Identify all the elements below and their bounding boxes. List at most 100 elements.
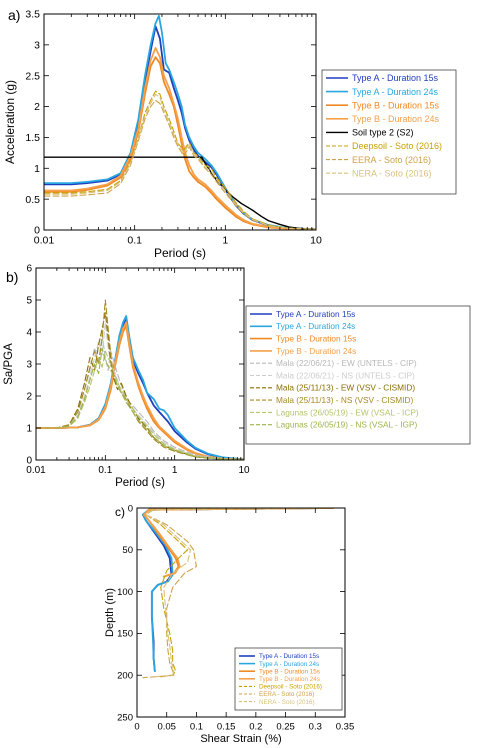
- y-tick-label: 150: [117, 629, 133, 640]
- legend-entry: Mala (25/11/13) - EW (VSV - CISMID): [276, 383, 415, 393]
- panel-label: a): [8, 7, 20, 23]
- x-tick-label: 10: [238, 465, 250, 476]
- y-tick-label: 250: [117, 712, 133, 723]
- x-tick-label: 10: [310, 235, 322, 247]
- series-line-7: [36, 299, 244, 460]
- legend-entry: Type B - Duration 24s: [352, 114, 440, 124]
- legend-box: [234, 647, 343, 711]
- y-tick-label: 2.5: [25, 70, 40, 82]
- x-tick-label: 1: [222, 235, 228, 247]
- x-tick-label: 0.01: [26, 465, 46, 476]
- y-tick-label: 0: [128, 503, 133, 514]
- panel-label: c): [115, 505, 125, 519]
- series-line-9: [36, 347, 244, 460]
- chart-panel-a: 0.01 0.1 1 10 0 0.5 1 1.5 2 2.5 3 3.5 Period (s) Acce…: [3, 7, 457, 260]
- y-tick-label: 1.5: [25, 132, 40, 144]
- series-line-4: [145, 508, 334, 678]
- legend-entry: NERA - Soto (2016): [259, 699, 315, 706]
- legend: Type A - Duration 15s Type A - Duration 2…: [245, 305, 471, 445]
- y-tick-label: 5: [26, 296, 32, 307]
- legend-entry: Type A - Duration 24s: [276, 321, 355, 331]
- series-line-6: [145, 508, 334, 678]
- series-line-6: [44, 99, 316, 230]
- series-group: [142, 508, 335, 679]
- y-tick-label: 2: [26, 392, 32, 403]
- legend-entry: Soil type 2 (S2): [352, 128, 414, 138]
- x-axis-label: Shear Strain (%): [200, 733, 281, 745]
- y-tick-label: 3: [26, 360, 32, 371]
- x-tick-label: 0.2: [249, 722, 262, 733]
- x-tick-label: 0.25: [276, 722, 295, 733]
- series-line-8: [36, 350, 244, 460]
- y-tick-label: 1: [26, 424, 32, 435]
- plot-frame: [136, 507, 346, 718]
- y-tick-label: 3: [34, 40, 40, 52]
- series-line-3: [36, 321, 244, 460]
- x-tick-label: 1: [172, 465, 178, 476]
- y-tick-label: 6: [26, 264, 32, 275]
- x-tick-label: 0.3: [309, 722, 322, 733]
- legend-entry: Type B - Duration 24s: [259, 676, 320, 683]
- chart-panel-c: 0 0.05 0.1 0.15 0.2 0.25 0.3 0.35 0 50 100 150 200 25…: [104, 503, 354, 745]
- series-line-7: [44, 93, 316, 230]
- legend-entry: Deepsoil - Soto (2016): [259, 684, 322, 691]
- legend-entry: Lagunas (26/05/19) - NS (VSAL - IGP): [276, 420, 418, 430]
- y-tick-label: 2: [34, 101, 40, 113]
- x-tick-label: 0.35: [336, 722, 355, 733]
- legend-entry: Mala (22/06/21) - NS (UNTELS - CIP): [276, 370, 415, 380]
- y-tick-label: 1: [34, 163, 40, 175]
- x-tick-label: 0.1: [190, 722, 203, 733]
- y-tick-label: 0: [34, 225, 40, 237]
- legend-entry: Type A - Duration 24s: [352, 87, 439, 97]
- x-tick-label: 0.1: [127, 235, 142, 247]
- legend-entry: Type A - Duration 15s: [276, 309, 355, 319]
- x-tick-label: 0.1: [98, 465, 112, 476]
- y-tick-label: 50: [122, 545, 133, 556]
- y-axis-label: Acceleration (g): [3, 80, 17, 164]
- legend-box: [245, 305, 471, 445]
- y-axis-label: Sa/PGA: [3, 343, 15, 385]
- y-tick-label: 0: [26, 456, 32, 467]
- legend-entry: Type A - Duration 15s: [259, 653, 319, 660]
- x-tick-label: 0.15: [217, 722, 236, 733]
- legend-entry: Lagunas (26/05/19) - EW (VSAL - ICP): [276, 407, 419, 417]
- series-line-1: [44, 14, 316, 230]
- legend-entry: Type B - Duration 15s: [259, 668, 320, 675]
- x-axis-label: Period (s): [154, 246, 206, 260]
- x-tick-label: 0.05: [157, 722, 176, 733]
- y-tick-label: 0.5: [25, 194, 40, 206]
- series-line-2: [44, 56, 316, 230]
- legend-entry: Mala (25/11/13) - NS (VSV - CISMID): [276, 395, 413, 405]
- legend-entry: EERA - Soto (2016): [259, 691, 314, 698]
- series-line-2: [36, 324, 244, 460]
- x-axis-label: Period (s): [115, 477, 165, 489]
- x-tick-label: 0.01: [34, 235, 55, 247]
- y-tick-label: 4: [26, 328, 32, 339]
- legend-entry: Type B - Duration 24s: [276, 346, 356, 356]
- x-tick-label: 0: [134, 722, 139, 733]
- legend-entry: Type A - Duration 24s: [259, 661, 319, 668]
- series-line-5: [44, 90, 316, 230]
- series-line-4: [36, 334, 244, 460]
- legend-entry: Mala (22/06/21) - EW (UNTELS - CIP): [276, 358, 417, 368]
- legend-entry: Type B - Duration 15s: [276, 334, 356, 344]
- legend-entry: EERA - Soto (2016): [352, 155, 431, 165]
- panel-label: b): [6, 269, 18, 285]
- y-tick-label: 100: [117, 587, 133, 598]
- series-line-5: [36, 321, 244, 460]
- plot-frame: [35, 267, 245, 461]
- series-line-3: [44, 47, 316, 230]
- chart-panel-b: 0.01 0.1 1 10 0 1 2 3 4 5 6 Period (s) Sa/PGA b) Type …: [3, 264, 471, 489]
- series-group: [44, 14, 316, 230]
- series-line-5: [142, 508, 334, 679]
- legend-entry: Deepsoil - Soto (2016): [352, 141, 442, 151]
- y-tick-label: 200: [117, 671, 133, 682]
- y-tick-label: 3.5: [25, 9, 40, 21]
- y-axis-label: Depth (m): [104, 588, 116, 637]
- legend-entry: NERA - Soto (2016): [352, 168, 432, 178]
- plot-frame: [43, 13, 317, 231]
- series-group: [36, 299, 244, 460]
